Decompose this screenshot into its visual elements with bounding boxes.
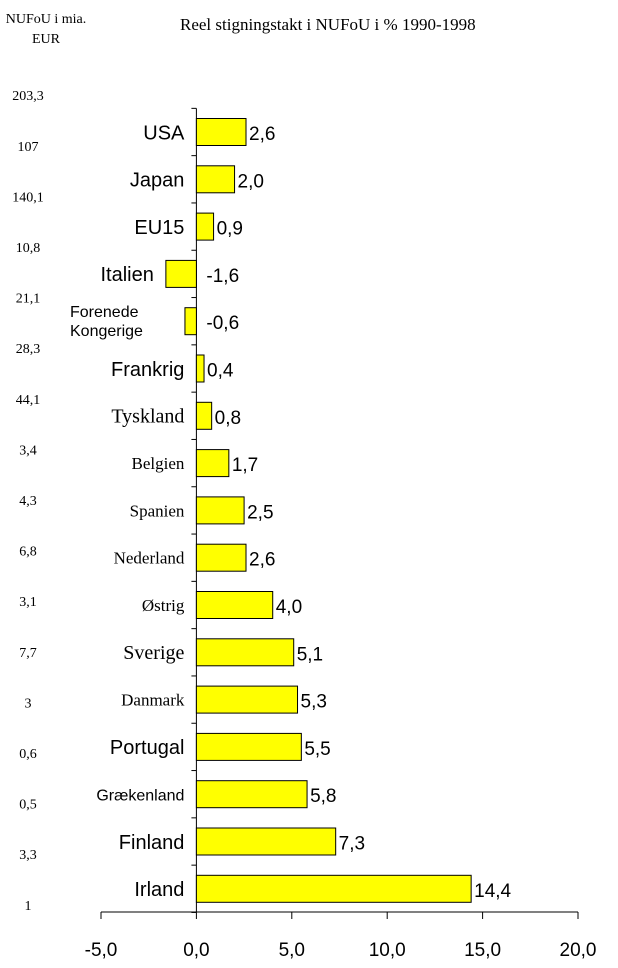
bar xyxy=(195,543,247,572)
value-label: -1,6 xyxy=(206,266,239,287)
category-label: Forenede Kongerige xyxy=(70,304,143,340)
value-label: 0,4 xyxy=(207,361,234,382)
column-title: EUR xyxy=(32,32,61,47)
value-label: 2,6 xyxy=(249,124,275,145)
x-tick-label: 15,0 xyxy=(464,940,501,961)
bar xyxy=(195,354,205,383)
spending-label: 7,7 xyxy=(19,646,37,661)
value-label: 5,8 xyxy=(310,786,336,807)
category-label: Sverige xyxy=(123,642,184,664)
column-title: NUFoU i mia. xyxy=(6,12,87,27)
spending-label: 28,3 xyxy=(16,342,41,357)
spending-label: 10,8 xyxy=(16,241,41,256)
bar xyxy=(165,259,197,288)
category-label: Spanien xyxy=(130,501,185,520)
bar xyxy=(195,165,236,194)
value-label: 7,3 xyxy=(339,834,365,855)
value-label: 14,4 xyxy=(474,881,511,902)
chart-title: Reel stigningstakt i NUFoU i % 1990-1998 xyxy=(180,15,476,34)
category-label: Portugal xyxy=(110,737,185,759)
spending-label: 3,4 xyxy=(19,443,37,458)
value-label: 2,5 xyxy=(247,502,273,523)
bar xyxy=(195,212,215,241)
x-tick-label: 10,0 xyxy=(369,940,406,961)
spending-label: 140,1 xyxy=(12,190,44,205)
category-label: USA xyxy=(143,122,185,144)
x-tick-label: -5,0 xyxy=(85,940,118,961)
value-label: 1,7 xyxy=(232,455,258,476)
category-label: Nederland xyxy=(114,549,185,568)
x-tick-label: 0,0 xyxy=(183,940,209,961)
bar xyxy=(195,401,213,430)
category-label: Grækenland xyxy=(96,787,184,804)
value-label: 2,6 xyxy=(249,550,275,571)
bar xyxy=(195,732,302,761)
spending-label: 107 xyxy=(18,140,39,155)
value-label: 4,0 xyxy=(276,597,302,618)
value-label: 0,9 xyxy=(217,219,243,240)
bar xyxy=(195,449,230,478)
spending-label: 6,8 xyxy=(19,545,37,560)
spending-label: 3 xyxy=(25,696,32,711)
spending-label: 0,5 xyxy=(19,798,37,813)
bar xyxy=(195,827,337,856)
category-label: Danmark xyxy=(121,691,185,710)
category-label: Irland xyxy=(134,879,184,901)
spending-label: 1 xyxy=(25,899,32,914)
bar xyxy=(195,685,299,714)
category-label: Japan xyxy=(130,170,185,192)
spending-label: 44,1 xyxy=(16,393,41,408)
category-label: Frankrig xyxy=(111,359,184,381)
bar xyxy=(195,591,274,619)
bar xyxy=(195,496,245,525)
category-label: Finland xyxy=(119,832,185,854)
category-label: Italien xyxy=(100,264,153,286)
spending-label: 4,3 xyxy=(19,494,37,509)
bar xyxy=(195,638,295,667)
spending-label: 21,1 xyxy=(16,292,41,307)
spending-label: 0,6 xyxy=(19,747,37,762)
bar xyxy=(195,874,472,903)
category-label: EU15 xyxy=(134,217,184,239)
spending-label: 203,3 xyxy=(12,89,44,104)
value-label: 2,0 xyxy=(238,171,264,192)
value-label: -0,6 xyxy=(206,313,239,334)
category-label: Østrig xyxy=(142,596,185,615)
value-label: 5,5 xyxy=(304,739,330,760)
x-tick-label: 20,0 xyxy=(560,940,597,961)
spending-label: 3,1 xyxy=(19,595,37,610)
value-label: 0,8 xyxy=(215,408,241,429)
bar xyxy=(195,118,247,146)
category-label: Belgien xyxy=(132,454,185,473)
bar xyxy=(184,307,197,336)
x-tick-label: 5,0 xyxy=(279,940,305,961)
bar xyxy=(195,780,308,809)
spending-label: 3,3 xyxy=(19,848,37,863)
value-label: 5,3 xyxy=(301,692,327,713)
value-label: 5,1 xyxy=(297,644,323,665)
category-label: Tyskland xyxy=(111,405,184,427)
